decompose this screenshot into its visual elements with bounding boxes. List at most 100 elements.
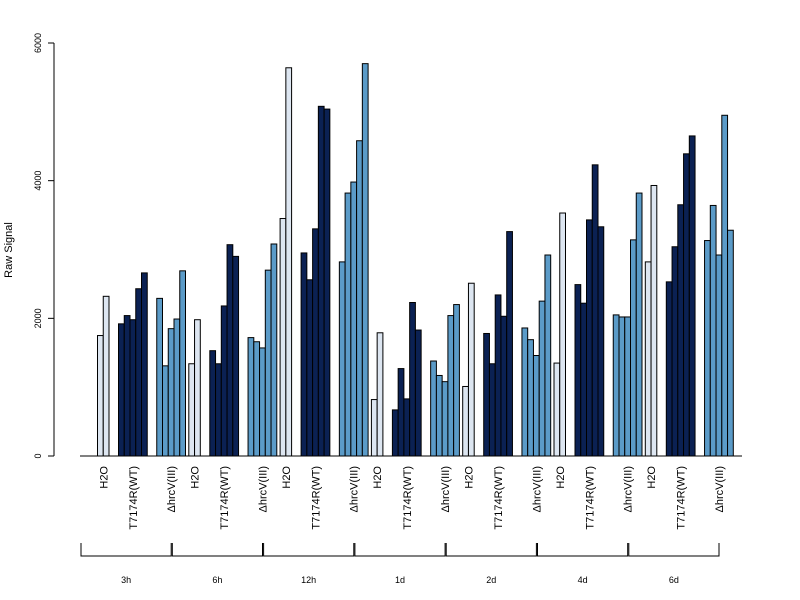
bar bbox=[715, 254, 723, 457]
bar bbox=[527, 339, 534, 457]
bar bbox=[409, 302, 416, 457]
bar bbox=[488, 363, 496, 457]
bar bbox=[123, 315, 131, 457]
treatment-label: H2O bbox=[555, 466, 567, 489]
treatment-label: ΔhrcV(III) bbox=[257, 466, 269, 512]
bar bbox=[270, 243, 278, 457]
bar bbox=[118, 323, 125, 457]
bar bbox=[97, 335, 104, 457]
bar bbox=[462, 385, 469, 457]
bar bbox=[135, 288, 142, 457]
bar bbox=[494, 294, 502, 457]
treatment-label: ΔhrcV(III) bbox=[166, 466, 178, 512]
bar bbox=[538, 300, 546, 457]
treatment-label: T7174R(WT) bbox=[402, 466, 414, 530]
y-tick-label: 0 bbox=[33, 453, 43, 458]
bar bbox=[727, 229, 734, 457]
bar bbox=[306, 279, 314, 457]
treatment-label: T7174R(WT) bbox=[310, 466, 322, 530]
bar bbox=[635, 192, 643, 457]
time-label: 2d bbox=[486, 575, 496, 585]
treatment-label: H2O bbox=[281, 466, 293, 489]
bar bbox=[317, 105, 325, 457]
y-axis-label: Raw Signal bbox=[3, 222, 15, 278]
time-label: 3h bbox=[121, 575, 131, 585]
bar bbox=[285, 67, 293, 457]
y-axis: 0 2000 4000 6000 bbox=[33, 33, 55, 459]
time-label: 1d bbox=[395, 575, 405, 585]
bars bbox=[97, 63, 734, 457]
time-bracket bbox=[537, 543, 629, 557]
bar bbox=[259, 347, 266, 457]
bar bbox=[453, 304, 460, 457]
time-bracket bbox=[628, 543, 720, 557]
bar bbox=[226, 244, 234, 457]
bar bbox=[483, 332, 490, 457]
bar bbox=[397, 368, 405, 457]
bar bbox=[597, 226, 605, 457]
treatment-label: ΔhrcV(III) bbox=[349, 466, 361, 512]
bar bbox=[677, 204, 685, 457]
bar bbox=[232, 255, 240, 457]
bar bbox=[344, 192, 352, 457]
treatment-label: T7174R(WT) bbox=[584, 466, 596, 530]
bar bbox=[141, 272, 148, 457]
bar bbox=[391, 409, 399, 457]
bar bbox=[356, 140, 363, 457]
group-labels: H2O T7174R(WT) ΔhrcV(III) H2O T7174R(WT) Δhrc… bbox=[98, 466, 726, 530]
treatment-label: H2O bbox=[190, 466, 202, 489]
bar bbox=[665, 281, 673, 457]
bar bbox=[220, 305, 228, 457]
bar bbox=[630, 239, 637, 457]
bar bbox=[574, 284, 582, 457]
treatment-label: H2O bbox=[463, 466, 475, 489]
bar bbox=[532, 355, 540, 457]
time-label: 4d bbox=[578, 575, 588, 585]
bar bbox=[544, 254, 552, 457]
bar bbox=[467, 282, 475, 457]
bar bbox=[612, 314, 620, 457]
bar bbox=[500, 315, 508, 457]
bar bbox=[441, 381, 449, 457]
time-bracket bbox=[445, 543, 537, 557]
bar bbox=[447, 315, 455, 457]
bar bbox=[338, 261, 346, 457]
y-tick-label: 2000 bbox=[33, 308, 43, 328]
bar bbox=[521, 327, 529, 457]
treatment-label: T7174R(WT) bbox=[676, 466, 688, 530]
time-bracket bbox=[171, 543, 263, 557]
treatment-label: H2O bbox=[646, 466, 658, 489]
time-label: 6d bbox=[669, 575, 679, 585]
y-tick-label: 4000 bbox=[33, 171, 43, 191]
bar bbox=[709, 204, 717, 457]
bar bbox=[179, 270, 186, 457]
bar bbox=[253, 341, 261, 457]
bar bbox=[102, 295, 110, 457]
time-bracket bbox=[80, 543, 172, 557]
y-tick-label: 6000 bbox=[33, 33, 43, 53]
bar bbox=[644, 261, 652, 457]
bar bbox=[129, 319, 137, 457]
bar bbox=[403, 398, 411, 457]
bar bbox=[162, 365, 169, 457]
bar bbox=[506, 231, 513, 457]
time-brackets: 3h 6h 12h 1d 2d 4d 6d bbox=[80, 543, 720, 585]
bar bbox=[430, 360, 437, 457]
bar bbox=[209, 350, 217, 457]
bar bbox=[435, 374, 443, 457]
bar bbox=[215, 363, 222, 457]
bar bbox=[704, 240, 711, 457]
treatment-label: ΔhrcV(III) bbox=[623, 466, 635, 512]
treatment-label: T7174R(WT) bbox=[219, 466, 231, 530]
bar bbox=[586, 219, 593, 457]
treatment-label: ΔhrcV(III) bbox=[440, 466, 452, 512]
bar bbox=[264, 269, 272, 457]
bar bbox=[156, 297, 163, 457]
bar bbox=[688, 135, 696, 457]
bar bbox=[312, 228, 319, 457]
bar bbox=[300, 252, 308, 457]
treatment-label: T7174R(WT) bbox=[128, 466, 140, 530]
bar bbox=[580, 302, 587, 457]
bar bbox=[370, 399, 378, 457]
